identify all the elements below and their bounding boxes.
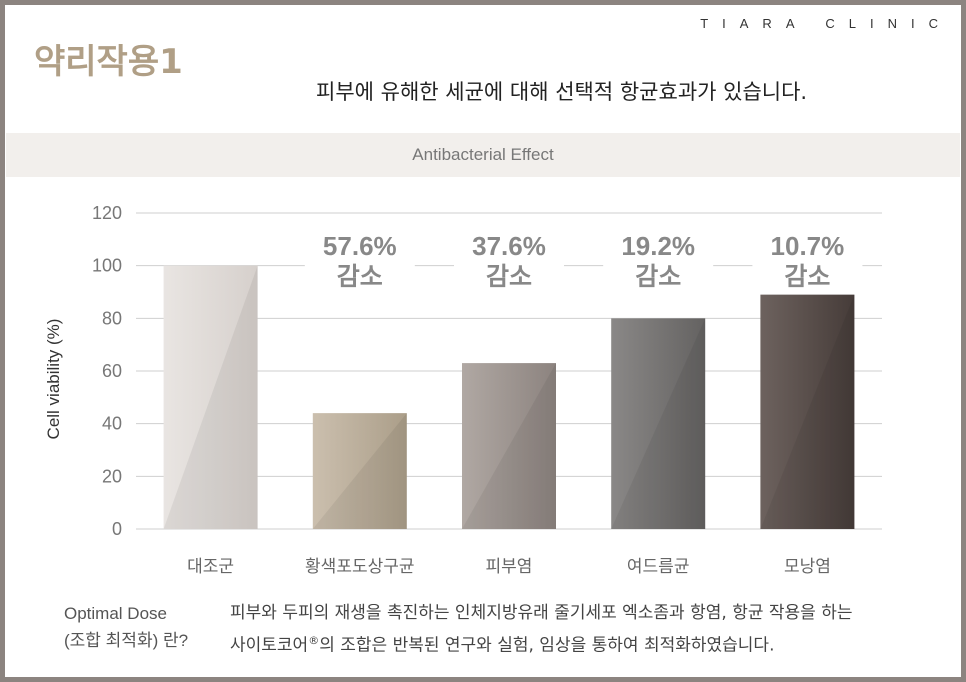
annotation-percent: 10.7% <box>771 231 845 261</box>
x-tick-label: 여드름균 <box>627 557 690 577</box>
annotation-percent: 37.6% <box>472 231 546 261</box>
annotation-word: 감소 <box>337 262 383 291</box>
bar <box>611 318 706 529</box>
y-tick-label: 100 <box>92 256 122 276</box>
bar <box>462 363 556 529</box>
footer-text-line2: 사이토코어®의 조합은 반복된 연구와 실험, 임상을 통하여 최적화하였습니다… <box>230 627 950 660</box>
section-title: 약리작용1 <box>34 42 183 82</box>
bar-shade <box>760 294 855 529</box>
brand-logo-text: TIARA CLINIC <box>700 16 952 31</box>
annotation-word: 감소 <box>635 262 681 291</box>
footer-description: 피부와 두피의 재생을 촉진하는 인체지방유래 줄기세포 엑소좀과 항염, 항균… <box>230 600 950 660</box>
footer-label-line2: (조합 최적화) 란? <box>64 631 189 650</box>
y-tick-label: 80 <box>102 308 122 328</box>
annotation-bg <box>752 228 863 294</box>
footer-text-line2-post: 의 조합은 반복된 연구와 실험, 임상을 통하여 최적화하였습니다. <box>319 635 775 656</box>
bar <box>163 265 258 529</box>
annotation-bg <box>304 228 415 294</box>
bar-shade <box>312 413 407 529</box>
chart-title: Antibacterial Effect <box>412 145 554 164</box>
footer-text-line1: 피부와 두피의 재생을 촉진하는 인체지방유래 줄기세포 엑소좀과 항염, 항균… <box>230 603 853 623</box>
bar-shade <box>611 318 706 529</box>
footer-label: Optimal Dose (조합 최적화) 란? <box>64 600 188 654</box>
footer-text-line2-pre: 사이토코어 <box>230 635 309 656</box>
annotation-word: 감소 <box>784 262 830 291</box>
annotation-percent: 19.2% <box>621 231 695 261</box>
y-tick-label: 60 <box>102 361 122 381</box>
x-tick-label: 모낭염 <box>784 557 831 577</box>
y-axis-label: Cell viability (%) <box>44 319 63 440</box>
x-tick-label: 피부염 <box>486 557 533 577</box>
annotation-percent: 57.6% <box>323 231 397 261</box>
annotation-bg <box>603 228 714 294</box>
y-tick-label: 120 <box>92 203 122 223</box>
page-subtitle: 피부에 유해한 세균에 대해 선택적 항균효과가 있습니다. <box>316 80 808 104</box>
x-tick-label: 대조군 <box>187 557 234 577</box>
bar <box>312 413 407 529</box>
y-tick-label: 20 <box>102 466 122 486</box>
registered-mark: ® <box>308 634 320 647</box>
bar <box>760 294 855 529</box>
chart-title-band: Antibacterial Effect <box>6 133 960 177</box>
footer-label-line1: Optimal Dose <box>64 604 167 623</box>
annotation-bg <box>454 228 564 294</box>
bar-chart: 0 20 40 60 80 100 120 Cell viability (%) 대조군 황색포도… <box>44 203 882 577</box>
annotation-word: 감소 <box>486 262 532 291</box>
bar-shade <box>462 363 556 529</box>
x-tick-label: 황색포도상구균 <box>305 557 414 577</box>
y-tick-label: 0 <box>112 519 122 539</box>
bar-shade <box>163 265 258 529</box>
y-tick-label: 40 <box>102 414 122 434</box>
